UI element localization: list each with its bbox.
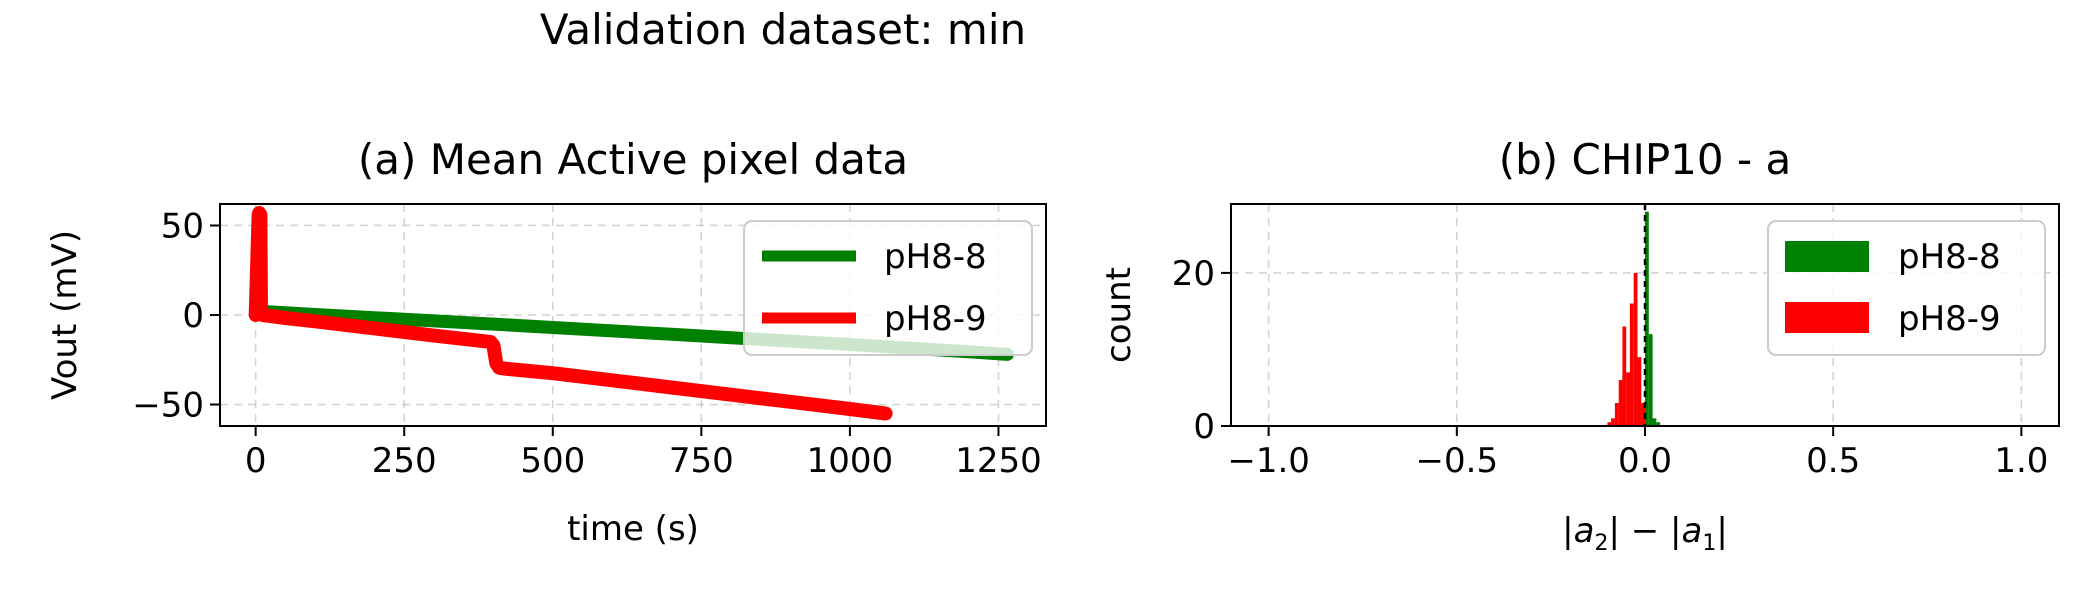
histogram-bar-ph8-9 bbox=[1626, 372, 1630, 426]
histogram-bar-ph8-9 bbox=[1607, 422, 1612, 426]
histogram-bar-ph8-9 bbox=[1641, 403, 1645, 426]
histogram-bar-ph8-9 bbox=[1637, 357, 1642, 426]
legend-swatch-ph8-9 bbox=[1785, 302, 1869, 333]
histogram-bar-ph8-9 bbox=[1614, 403, 1619, 426]
panel-a-x-tick-label: 1250 bbox=[955, 441, 1042, 481]
figure-suptitle: Validation dataset: min bbox=[540, 5, 1026, 54]
panel-b-plot-area bbox=[1607, 204, 1661, 426]
legend-swatch-ph8-8 bbox=[1785, 241, 1869, 272]
panel-a-title: (a) Mean Active pixel data bbox=[358, 135, 908, 184]
panel-b-x-tick-label: −0.5 bbox=[1416, 441, 1499, 481]
panel-a-y-tick-label: 0 bbox=[182, 296, 204, 336]
panel-a-xlabel: time (s) bbox=[567, 509, 699, 549]
panel-a-ylabel: Vout (mV) bbox=[45, 230, 85, 400]
panel-b-y-tick-label: 0 bbox=[1193, 407, 1215, 447]
histogram-bar-ph8-8 bbox=[1645, 211, 1649, 426]
histogram-bar-ph8-8 bbox=[1648, 334, 1653, 426]
histogram-bar-ph8-9 bbox=[1611, 418, 1615, 426]
histogram-bar-ph8-8 bbox=[1656, 422, 1661, 426]
panel-a-x-tick-label: 500 bbox=[520, 441, 585, 481]
histogram-bar-ph8-8 bbox=[1652, 418, 1657, 426]
panel-b-xlabel: |a2| − |a1| bbox=[1562, 511, 1728, 556]
legend-label-ph8-9: pH8-9 bbox=[884, 299, 987, 339]
panel-a-x-tick-label: 750 bbox=[669, 441, 734, 481]
panel-a-legend: pH8-8 pH8-9 bbox=[743, 220, 1033, 356]
panel-b-x-tick-label: 0.5 bbox=[1806, 441, 1860, 481]
panel-b-x-tick-label: −1.0 bbox=[1227, 441, 1310, 481]
panel-a-x-tick-label: 0 bbox=[245, 441, 267, 481]
panel-b-title: (b) CHIP10 - a bbox=[1499, 135, 1791, 184]
legend-label-ph8-8: pH8-8 bbox=[1898, 237, 2001, 277]
panel-b-legend: pH8-8 pH8-9 bbox=[1767, 220, 2046, 356]
histogram-bar-ph8-9 bbox=[1618, 380, 1623, 426]
panel-a-y-tick-label: 50 bbox=[161, 206, 204, 246]
panel-b-ticks: −1.0 −0.5 0.0 0.5 1.0 0 20 bbox=[1172, 254, 2049, 481]
panel-a-x-tick-label: 1000 bbox=[807, 441, 894, 481]
panel-a: (a) Mean Active pixel data 0 250 500 750 100… bbox=[45, 135, 1047, 549]
legend-label-ph8-8: pH8-8 bbox=[884, 237, 987, 277]
panel-b-ylabel: count bbox=[1099, 267, 1139, 363]
legend-label-ph8-9: pH8-9 bbox=[1898, 299, 2001, 339]
histogram-bar-ph8-9 bbox=[1622, 326, 1627, 426]
panel-b-x-tick-label: 0.0 bbox=[1618, 441, 1672, 481]
panel-b-y-tick-label: 20 bbox=[1172, 254, 1215, 294]
panel-a-y-tick-label: −50 bbox=[132, 386, 204, 426]
series-line-ph8-9 bbox=[248, 206, 893, 421]
panel-a-x-tick-label: 250 bbox=[372, 441, 437, 481]
panel-b: (b) CHIP10 - a −1.0 −0.5 0.0 0.5 1.0 0 20 |a2|… bbox=[1099, 135, 2060, 556]
panel-b-x-tick-label: 1.0 bbox=[1994, 441, 2048, 481]
panel-a-ticks: 0 250 500 750 1000 1250 −50 0 50 bbox=[132, 206, 1041, 481]
histogram-bar-ph8-9 bbox=[1629, 303, 1634, 426]
histogram-bar-ph8-9 bbox=[1633, 272, 1638, 426]
